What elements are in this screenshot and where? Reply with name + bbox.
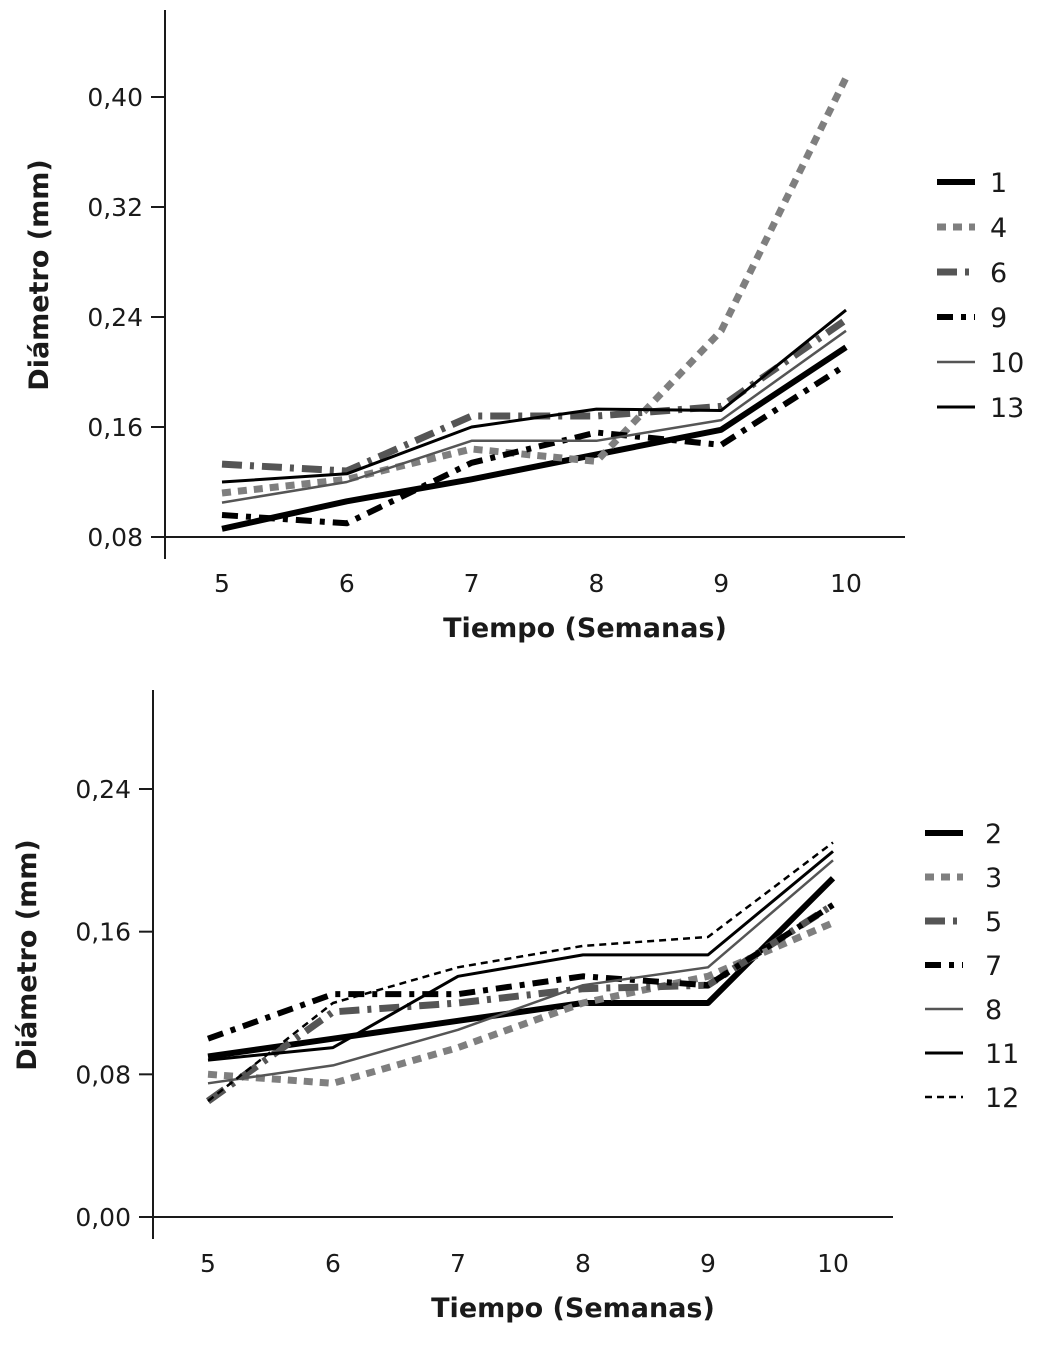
series-line-2	[207, 876, 836, 1060]
x-tick-label: 5	[214, 569, 230, 598]
series-line-5	[205, 901, 835, 1104]
y-tick-label: 0,40	[87, 83, 143, 112]
x-tick-label: 8	[575, 1249, 591, 1278]
y-tick-label: 0,08	[75, 1060, 131, 1089]
legend-label: 5	[985, 907, 1002, 938]
legend-label: 11	[985, 1039, 1019, 1070]
series-line-4	[221, 76, 850, 497]
y-tick-label: 0,24	[75, 775, 131, 804]
legend-label: 4	[990, 213, 1007, 244]
legend-label: 7	[985, 951, 1002, 982]
legend-label: 1	[990, 168, 1007, 199]
series-line-9	[221, 362, 848, 527]
y-axis-title: Diámetro (mm)	[12, 839, 43, 1070]
series-line-13	[221, 308, 847, 484]
x-tick-label: 9	[713, 569, 729, 598]
y-axis-title: Diámetro (mm)	[24, 159, 55, 390]
y-tick-label: 0,08	[87, 523, 143, 552]
y-tick-label: 0,32	[87, 193, 143, 222]
legend-label: 13	[990, 393, 1024, 424]
x-tick-label: 10	[830, 569, 862, 598]
legend-label: 9	[990, 303, 1007, 334]
series-line-12	[207, 841, 834, 1103]
series-line-3	[207, 919, 835, 1087]
y-tick-label: 0,16	[75, 918, 131, 947]
series-line-10	[221, 329, 847, 504]
chart-2: 0,00 0,08 0,16 0,24 5 6 7 8 9 10 Tiempo (Semanas) D…	[12, 690, 1019, 1324]
series-line-8	[207, 859, 834, 1085]
legend-label: 8	[985, 995, 1002, 1026]
x-tick-label: 9	[700, 1249, 716, 1278]
y-tick-label: 0,16	[87, 413, 143, 442]
chart-1: 0,08 0,16 0,24 0,32 0,40 5 6 7 8 9 10 Tiempo (Seman…	[24, 10, 1024, 644]
legend-label: 12	[985, 1083, 1019, 1114]
series-line-7	[206, 902, 835, 1042]
legend-label: 6	[990, 258, 1007, 289]
series-line-6	[221, 316, 848, 475]
x-tick-label: 6	[325, 1249, 341, 1278]
x-tick-label: 7	[450, 1249, 466, 1278]
series-line-11	[207, 850, 834, 1062]
legend-label: 3	[985, 863, 1002, 894]
x-tick-label: 5	[200, 1249, 216, 1278]
x-tick-label: 7	[464, 569, 480, 598]
y-tick-label: 0,00	[75, 1203, 131, 1232]
series-line-1	[221, 344, 848, 532]
x-tick-label: 6	[339, 569, 355, 598]
x-axis-title: Tiempo (Semanas)	[431, 1293, 715, 1324]
x-tick-label: 10	[817, 1249, 849, 1278]
legend-label: 10	[990, 348, 1024, 379]
x-tick-label: 8	[588, 569, 604, 598]
y-tick-label: 0,24	[87, 303, 143, 332]
x-axis-title: Tiempo (Semanas)	[443, 613, 727, 644]
legend-label: 2	[985, 819, 1002, 850]
